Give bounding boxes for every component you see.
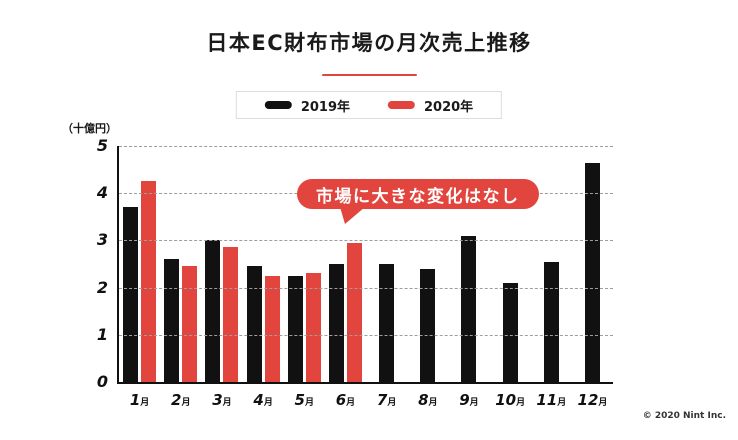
x-tick-label-12月: 12月: [577, 391, 608, 409]
y-tick-label-1: 1: [96, 324, 108, 344]
x-tick-label-8月: 8月: [418, 391, 438, 409]
x-tick-label-4月: 4月: [253, 391, 273, 409]
x-tick-label-2月: 2月: [171, 391, 191, 409]
gridline-y-5: [119, 146, 613, 147]
bar-group: [284, 146, 325, 382]
month-column-12月: 12月: [572, 146, 613, 409]
month-column-4月: 4月: [243, 146, 284, 409]
bar-2019年-2月: [164, 259, 180, 382]
bar-2019年-11月: [543, 261, 559, 382]
bar-group: [243, 146, 284, 382]
bar-group: [572, 146, 613, 382]
page-title: 日本EC財布市場の月次売上推移: [206, 31, 532, 55]
bar-2019年-10月: [502, 282, 518, 382]
bar-2019年-12月: [584, 162, 600, 382]
x-tick-label-7月: 7月: [376, 391, 397, 409]
y-tick-label-4: 4: [96, 183, 108, 203]
y-tick-label-2: 2: [96, 277, 108, 297]
y-tick-label-3: 3: [96, 230, 108, 250]
legend-swatch-2019: [264, 101, 292, 109]
x-tick-label-1月: 1月: [129, 391, 150, 409]
callout-tail-icon: [340, 207, 365, 224]
month-column-11月: 11月: [531, 146, 572, 409]
gridline-y-1: [119, 334, 613, 336]
month-column-1月: 1月: [119, 146, 160, 409]
bar-2020年-3月: [223, 247, 239, 382]
bar-group: [531, 146, 572, 382]
x-tick-label-10月: 10月: [495, 391, 526, 409]
bar-group: [448, 146, 489, 382]
bar-group: [160, 146, 201, 382]
legend-label: 2019年: [300, 99, 350, 115]
x-tick-label-9月: 9月: [459, 391, 479, 409]
x-tick-label-6月: 6月: [335, 391, 356, 409]
month-column-3月: 3月: [201, 146, 242, 409]
bar-2020年-1月: [141, 181, 157, 382]
gridline-y-2: [119, 287, 613, 289]
bar-group: [366, 146, 407, 382]
month-column-5月: 5月: [284, 146, 325, 409]
bar-group: [201, 146, 242, 382]
copyright: © 2020 Nint Inc.: [642, 411, 726, 421]
month-column-7月: 7月: [366, 146, 407, 409]
bar-2019年-6月: [328, 264, 344, 382]
y-tick-label-5: 5: [96, 136, 108, 155]
x-tick-label-3月: 3月: [212, 391, 232, 409]
annotation-callout: 市場に大きな変化はなし: [297, 179, 539, 224]
legend-swatch-2020: [388, 101, 415, 109]
x-tick-label-11月: 11月: [536, 391, 567, 409]
bar-2019年-5月: [287, 275, 303, 382]
bar-2019年-4月: [246, 266, 262, 382]
legend-item-2020年: 2020年: [388, 96, 473, 115]
gridline-y-3: [119, 240, 613, 242]
month-column-6月: 6月: [325, 146, 366, 409]
month-column-10月: 10月: [490, 146, 531, 409]
y-tick-label-0: 0: [96, 372, 108, 391]
bar-2019年-1月: [123, 207, 139, 382]
y-axis-unit-label: （十億円）: [62, 122, 117, 135]
month-column-9月: 9月: [448, 146, 489, 409]
bar-group: [119, 146, 160, 382]
bar-group: [325, 146, 366, 382]
bar-2020年-5月: [305, 273, 321, 382]
legend: 2019年 2020年: [235, 91, 503, 119]
bar-group: [490, 146, 531, 382]
plot-area: 1月 2月 3月 4月 5月 6月 7月 8月 9月 10月 11月 12月: [117, 146, 613, 409]
month-column-8月: 8月: [407, 146, 448, 409]
bar-2019年-7月: [379, 264, 395, 382]
annotation-text: 市場に大きな変化はなし: [316, 186, 520, 207]
legend-label: 2020年: [424, 99, 474, 115]
bar-2020年-2月: [182, 266, 198, 382]
bar-2020年-6月: [346, 242, 362, 382]
bar-2020年-4月: [264, 275, 280, 382]
legend-item-2019年: 2019年: [264, 96, 350, 115]
bar-group: [407, 146, 448, 382]
bar-2019年-9月: [461, 235, 477, 382]
title-underline-accent: [322, 74, 417, 76]
month-column-2月: 2月: [160, 146, 201, 409]
bar-2019年-3月: [205, 240, 221, 382]
bar-2019年-8月: [420, 268, 436, 382]
x-tick-label-5月: 5月: [294, 391, 314, 409]
bar-columns: 1月 2月 3月 4月 5月 6月 7月 8月 9月 10月 11月 12月: [119, 146, 613, 409]
